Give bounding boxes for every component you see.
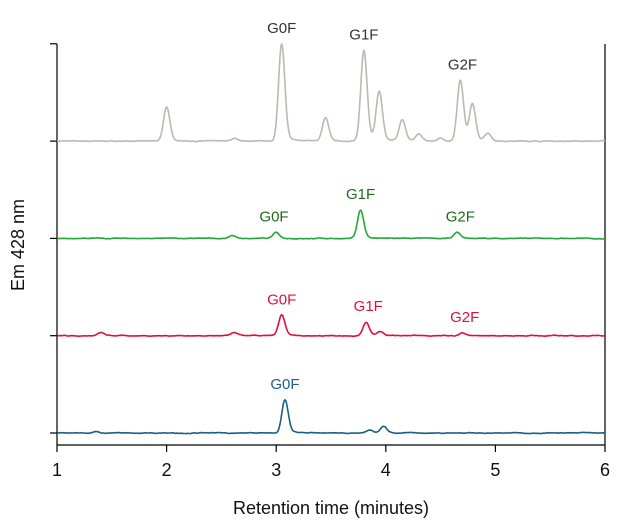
- peak-label: G2F: [448, 57, 477, 74]
- x-tick-label: 3: [271, 460, 281, 480]
- trace-line-3: [56, 399, 606, 435]
- x-tick-label: 2: [162, 460, 172, 480]
- trace-line-0: [56, 43, 606, 143]
- trace-line-2: [56, 314, 606, 338]
- peak-label: G1F: [354, 298, 383, 315]
- x-tick-label: 1: [52, 460, 62, 480]
- peak-label: G2F: [446, 209, 475, 226]
- x-tick-label: 6: [600, 460, 610, 480]
- y-axis-title: Em 428 nm: [8, 199, 28, 291]
- trace-line-1: [56, 209, 606, 240]
- peak-label: G0F: [267, 291, 296, 308]
- peak-label: G1F: [346, 186, 375, 203]
- peak-label: G0F: [267, 20, 296, 37]
- x-tick-label: 5: [490, 460, 500, 480]
- peak-label: G1F: [349, 27, 378, 44]
- x-tick-label: 4: [381, 460, 391, 480]
- peak-label: G2F: [450, 309, 479, 326]
- peak-label: G0F: [259, 209, 288, 226]
- x-axis-title: Retention time (minutes): [233, 498, 429, 518]
- peak-label: G0F: [270, 376, 299, 393]
